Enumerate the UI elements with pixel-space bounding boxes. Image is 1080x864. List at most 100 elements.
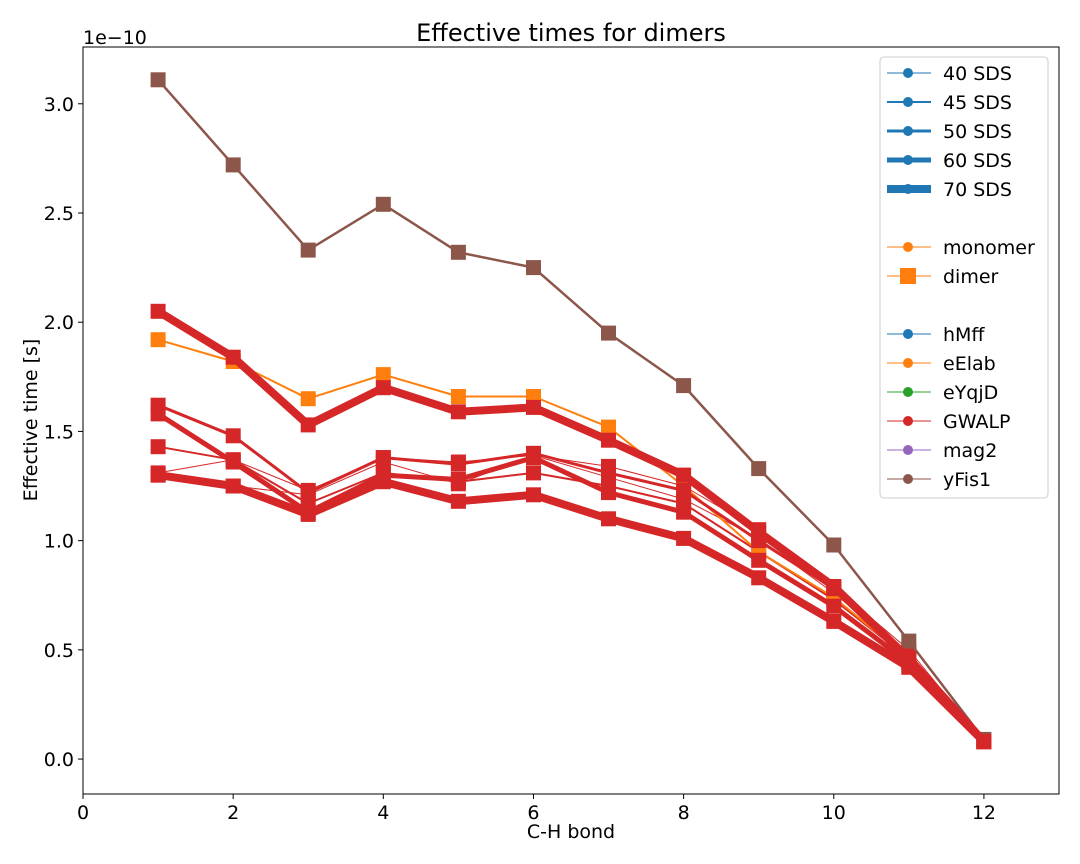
legend-marker [903,242,913,252]
x-tick-label: 4 [377,802,389,824]
data-point [375,474,391,490]
data-point [375,380,391,396]
chart-title: Effective times for dimers [416,19,726,47]
data-point [150,467,166,483]
plot-area [150,72,992,750]
data-point [225,349,241,365]
data-point [300,391,316,407]
data-point [751,552,767,568]
legend-label: 50 SDS [943,121,1012,143]
data-point [450,404,466,420]
legend-marker [900,268,916,284]
legend-marker [903,68,913,78]
legend-label: 70 SDS [943,179,1012,201]
data-point [826,613,842,629]
x-tick-label: 6 [527,802,539,824]
data-point [976,734,992,750]
data-point [150,332,166,348]
data-point [601,465,616,481]
legend-label: 45 SDS [943,92,1012,114]
data-point [601,511,616,527]
data-point [676,378,692,394]
data-point [526,450,541,466]
series-line [156,78,986,741]
legend-marker [903,387,913,397]
data-point [225,454,241,470]
y-tick-label: 0.5 [44,640,74,662]
data-point [150,406,166,422]
y-tick-label: 2.0 [44,312,74,334]
data-point [676,467,692,483]
legend-label: yFis1 [943,469,991,491]
data-point [751,461,767,477]
series-line [154,471,988,746]
x-tick-label: 12 [972,802,996,824]
data-point [526,487,541,503]
data-point [225,428,241,444]
data-point [375,450,391,466]
data-point [826,537,842,553]
data-point [225,478,241,494]
data-point [601,432,616,448]
data-point [450,456,466,472]
data-point [751,570,767,586]
legend-label: 40 SDS [943,63,1012,85]
legend-marker [903,474,913,484]
x-tick-label: 8 [678,802,690,824]
data-point [450,472,466,487]
y-tick-label: 2.5 [44,203,74,225]
data-point [526,260,541,276]
legend-box [879,56,1049,499]
legend-label: eElab [943,353,996,375]
data-point [450,244,466,260]
legend-marker [903,126,913,136]
data-point [826,579,842,594]
data-point [676,504,692,520]
x-tick-label: 0 [77,802,89,824]
legend-marker [903,445,913,455]
legend-label: monomer [943,237,1035,259]
data-point [150,303,166,319]
data-point [676,530,692,546]
data-point [300,506,316,522]
data-point [826,598,842,614]
axes-frame [82,46,1060,795]
y-axis-label: Effective time [s] [20,339,42,502]
series-line [155,411,987,745]
legend-marker [903,155,913,165]
series-line [157,445,985,743]
legend-marker [903,184,913,194]
data-point [450,493,466,509]
data-point [225,157,241,173]
data-point [676,482,692,498]
legend-label: GWALP [943,411,1011,433]
data-point [375,367,391,383]
data-point [901,651,917,667]
legend-marker [903,329,913,339]
data-point [601,325,616,341]
y-tick-label: 1.0 [44,531,74,553]
data-point [901,633,917,649]
legend-marker [903,358,913,368]
data-point [526,399,541,415]
legend-label: eYqjD [943,382,998,404]
data-point [375,196,391,212]
x-axis-label: C-H bond [527,821,615,843]
y-tick-label: 0.0 [44,749,74,771]
series-line [157,338,985,743]
legend-label: dimer [943,266,999,288]
data-point [601,485,616,501]
data-point [150,72,166,88]
x-tick-label: 2 [227,802,239,824]
legend-marker [903,97,913,107]
legend-label: hMff [943,324,985,346]
data-point [300,485,316,501]
legend-label: mag2 [943,440,997,462]
data-point [150,439,166,455]
y-offset-label: 1e−10 [83,27,147,49]
y-tick-label: 3.0 [44,94,74,116]
data-point [300,417,316,433]
data-point [450,389,466,404]
series-line [154,307,988,746]
